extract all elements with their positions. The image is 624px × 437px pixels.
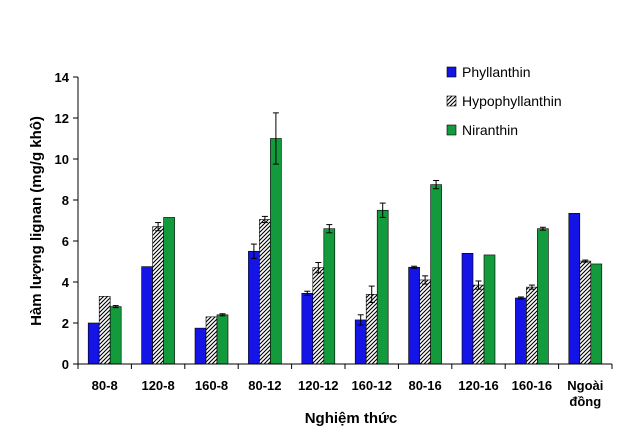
bar-niranthin-3 [270,138,282,365]
bar-hypophyllanthin-8 [526,286,538,365]
error-bar-phyllanthin-5 [357,314,364,326]
error-bar-hypophyllanthin-3 [261,215,268,224]
x-tick-label: 120-16 [458,378,498,393]
y-tick-label: 8 [62,193,69,208]
x-tick-label: 160-16 [512,378,552,393]
bar-hypophyllanthin-4 [312,267,325,365]
y-tick-label: 2 [62,316,69,331]
bar-niranthin-2 [216,314,229,365]
bar-niranthin-7 [483,254,496,365]
bar-phyllanthin-5 [354,319,367,365]
legend-item-niranthin: Niranthin [446,122,518,138]
bar-hypophyllanthin-9 [579,260,592,365]
bar-hypophyllanthin-0 [98,296,111,365]
x-tick-label: 80-8 [92,378,118,393]
bar-phyllanthin-9 [568,213,581,365]
bar-phyllanthin-8 [515,297,527,365]
bar-hypophyllanthin-7 [472,284,485,365]
error-bar-niranthin-5 [379,202,386,218]
error-bar-phyllanthin-4 [304,290,311,296]
y-tick-label: 0 [62,357,69,372]
bar-phyllanthin-4 [301,292,314,365]
x-tick-label: Ngoài [567,378,603,393]
bar-hypophyllanthin-5 [365,293,378,365]
error-bar-hypophyllanthin-5 [368,285,375,303]
bar-hypophyllanthin-1 [152,226,164,365]
error-bar-niranthin-0 [112,305,119,309]
x-tick-label: 120-8 [141,378,174,393]
error-bar-phyllanthin-8 [517,296,524,300]
bar-hypophyllanthin-3 [259,219,271,365]
legend-swatch [446,124,457,136]
bar-niranthin-8 [537,228,549,365]
error-bar-niranthin-3 [272,112,279,165]
error-bar-hypophyllanthin-7 [475,280,482,290]
legend-item-hypophyllanthin: Hypophyllanthin [446,93,562,109]
bar-phyllanthin-1 [141,266,153,365]
legend-label: Hypophyllanthin [462,93,562,109]
x-tick-label: 80-16 [408,378,441,393]
x-tick-label: đồng [569,394,601,409]
error-bar-niranthin-2 [219,313,226,317]
error-bar-niranthin-4 [326,224,333,234]
bar-niranthin-1 [163,217,175,365]
x-tick-label: 160-8 [195,378,228,393]
bar-niranthin-4 [323,228,336,365]
bar-niranthin-6 [430,184,442,365]
y-tick-label: 12 [55,111,69,126]
bar-niranthin-9 [590,263,603,365]
bar-phyllanthin-2 [194,327,207,365]
error-bar-niranthin-8 [539,226,546,231]
legend-item-phyllanthin: Phyllanthin [446,64,531,80]
bar-phyllanthin-7 [461,253,474,365]
y-axis-title: Hàm lượng lignan (mg/g khô) [28,116,45,326]
x-axis-title: Nghiệm thức [305,410,398,427]
bar-phyllanthin-6 [408,266,420,365]
y-tick-label: 14 [55,70,70,85]
y-tick-label: 6 [62,234,69,249]
legend-label: Niranthin [462,122,518,138]
error-bar-hypophyllanthin-8 [528,284,535,290]
bar-phyllanthin-3 [248,250,260,365]
error-bar-hypophyllanthin-9 [582,259,589,263]
legend-swatch [446,95,457,107]
legend-swatch [446,66,457,78]
bar-niranthin-0 [109,306,122,365]
error-bar-hypophyllanthin-4 [315,262,322,274]
x-tick-label: 80-12 [248,378,281,393]
error-bar-phyllanthin-6 [411,265,418,269]
bar-niranthin-5 [376,209,389,365]
error-bar-phyllanthin-3 [250,243,257,259]
legend-label: Phyllanthin [462,64,531,80]
bar-hypophyllanthin-6 [419,279,431,365]
bar-phyllanthin-0 [87,322,100,365]
error-bar-niranthin-6 [433,180,440,190]
y-tick-label: 4 [62,275,70,290]
error-bar-hypophyllanthin-6 [422,275,429,285]
bar-hypophyllanthin-2 [205,316,218,365]
y-tick-label: 10 [55,152,69,167]
error-bar-hypophyllanthin-1 [155,222,162,232]
x-tick-label: 120-12 [298,378,338,393]
x-tick-label: 160-12 [351,378,391,393]
